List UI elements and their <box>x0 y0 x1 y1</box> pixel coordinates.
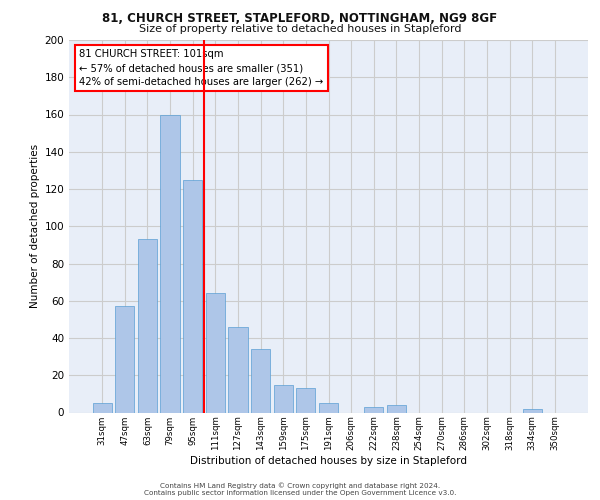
Text: 81 CHURCH STREET: 101sqm
← 57% of detached houses are smaller (351)
42% of semi-: 81 CHURCH STREET: 101sqm ← 57% of detach… <box>79 50 323 88</box>
Bar <box>92 403 112 412</box>
Text: 81, CHURCH STREET, STAPLEFORD, NOTTINGHAM, NG9 8GF: 81, CHURCH STREET, STAPLEFORD, NOTTINGHA… <box>103 12 497 26</box>
Text: Size of property relative to detached houses in Stapleford: Size of property relative to detached ho… <box>139 24 461 34</box>
Y-axis label: Number of detached properties: Number of detached properties <box>30 144 40 308</box>
Bar <box>183 180 202 412</box>
Bar <box>229 327 248 412</box>
Bar <box>138 240 157 412</box>
Bar <box>523 409 542 412</box>
Bar <box>251 349 270 412</box>
Bar <box>319 403 338 412</box>
Bar <box>387 405 406 412</box>
Bar <box>160 114 180 412</box>
X-axis label: Distribution of detached houses by size in Stapleford: Distribution of detached houses by size … <box>190 456 467 466</box>
Bar <box>115 306 134 412</box>
Bar <box>206 294 225 412</box>
Bar <box>296 388 316 412</box>
Text: Contains HM Land Registry data © Crown copyright and database right 2024.
Contai: Contains HM Land Registry data © Crown c… <box>144 482 456 496</box>
Bar <box>274 384 293 412</box>
Bar <box>364 407 383 412</box>
